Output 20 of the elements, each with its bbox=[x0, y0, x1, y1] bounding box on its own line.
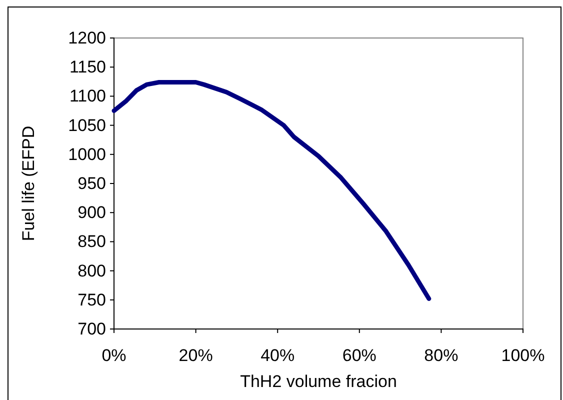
y-tick-label: 1000 bbox=[68, 144, 106, 164]
y-axis-title: Fuel life (EFPD bbox=[19, 126, 38, 242]
y-tick-label: 900 bbox=[78, 203, 106, 222]
y-tick-label: 950 bbox=[78, 174, 106, 193]
x-tick-label: 80% bbox=[424, 346, 458, 366]
x-tick-label: 20% bbox=[178, 346, 213, 366]
x-axis-title: ThH2 volume fracion bbox=[240, 372, 397, 391]
x-tick-label: 60% bbox=[342, 346, 376, 366]
y-tick-label: 700 bbox=[78, 319, 106, 338]
line-series bbox=[112, 80, 432, 301]
y-tick-label: 1150 bbox=[69, 58, 106, 77]
y-tick-label: 1050 bbox=[68, 116, 106, 135]
x-tick-label: 100% bbox=[501, 346, 545, 366]
x-tick-label: 40% bbox=[260, 346, 295, 366]
y-tick-label: 750 bbox=[78, 290, 106, 310]
y-tick-label: 1200 bbox=[68, 28, 106, 48]
x-tick-label: 0% bbox=[102, 346, 126, 366]
y-tick-label: 800 bbox=[78, 261, 106, 280]
y-tick-label: 1100 bbox=[69, 86, 106, 106]
y-tick-label: 850 bbox=[78, 232, 106, 252]
